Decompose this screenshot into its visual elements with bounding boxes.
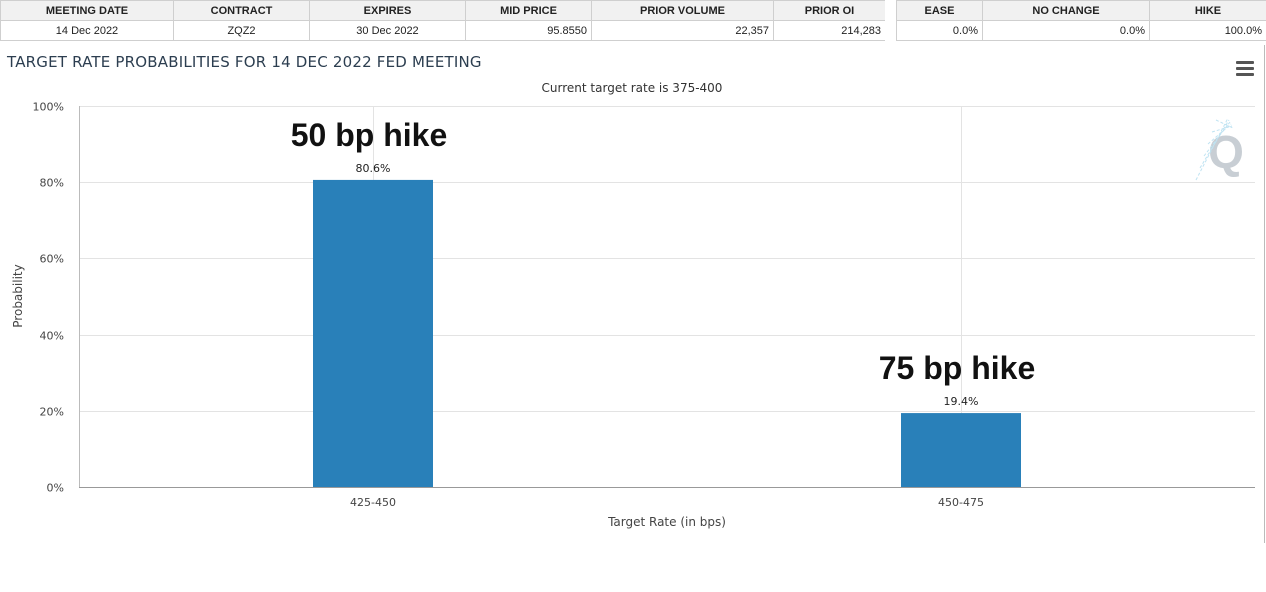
cell-contract: ZQZ2 (173, 20, 310, 41)
cell-hike: 100.0% (1149, 20, 1266, 41)
cell-no-change: 0.0% (982, 20, 1150, 41)
contract-table-row: 14 Dec 2022 ZQZ2 30 Dec 2022 95.8550 22,… (0, 20, 886, 41)
header-hike: HIKE (1149, 0, 1266, 21)
cell-expires: 30 Dec 2022 (309, 20, 466, 41)
annotations: 50 bp hike 75 bp hike (291, 117, 1036, 386)
cell-meeting-date: 14 Dec 2022 (0, 20, 174, 41)
data-label: 19.4% (944, 395, 979, 408)
annotation-text: 50 bp hike (291, 117, 448, 153)
watermark-streak (1215, 119, 1234, 129)
bars (313, 179, 1021, 487)
probability-table-row: 0.0% 0.0% 100.0% (896, 20, 1266, 41)
cell-prior-oi: 214,283 (773, 20, 886, 41)
probability-table: EASE NO CHANGE HIKE 0.0% 0.0% 100.0% (896, 0, 1266, 41)
x-tick-label: 425-450 (350, 496, 396, 509)
header-ease: EASE (896, 0, 983, 21)
header-contract: CONTRACT (173, 0, 310, 21)
probability-table-header-row: EASE NO CHANGE HIKE (896, 0, 1266, 21)
header-prior-volume: PRIOR VOLUME (591, 0, 774, 21)
annotation-text: 75 bp hike (879, 350, 1036, 386)
table-separator (885, 0, 896, 44)
y-tick-label: 60% (40, 253, 64, 266)
watermark-streak (1211, 125, 1233, 133)
header-no-change: NO CHANGE (982, 0, 1150, 21)
y-tick-label: 80% (40, 177, 64, 190)
bar (901, 413, 1021, 487)
gridlines (79, 106, 1255, 488)
y-axis-title: Probability (11, 264, 25, 327)
watermark-streak (1195, 117, 1229, 181)
watermark-logo: Q (1195, 117, 1244, 181)
bar (313, 179, 433, 487)
chart-container (0, 45, 1265, 543)
hamburger-menu-icon[interactable] (1236, 61, 1254, 76)
data-label: 80.6% (356, 162, 391, 175)
cell-prior-volume: 22,357 (591, 20, 774, 41)
header-meeting-date: MEETING DATE (0, 0, 174, 21)
x-axis-ticks: 425-450 450-475 (350, 496, 984, 509)
x-axis-title: Target Rate (in bps) (607, 515, 726, 529)
x-tick-label: 450-475 (938, 496, 984, 509)
header-prior-oi: PRIOR OI (773, 0, 886, 21)
chart-subtitle: Current target rate is 375-400 (542, 81, 723, 95)
contract-table-header-row: MEETING DATE CONTRACT EXPIRES MID PRICE … (0, 0, 886, 21)
y-axis-ticks: 0% 20% 40% 60% 80% 100% (33, 101, 64, 495)
watermark-letter: Q (1208, 126, 1244, 178)
cell-mid-price: 95.8550 (465, 20, 592, 41)
data-labels: 80.6% 19.4% (356, 162, 979, 408)
chart-title: TARGET RATE PROBABILITIES FOR 14 DEC 202… (7, 53, 482, 71)
y-tick-label: 100% (33, 101, 64, 114)
cell-ease: 0.0% (896, 20, 983, 41)
contract-table: MEETING DATE CONTRACT EXPIRES MID PRICE … (0, 0, 886, 41)
y-tick-label: 20% (40, 406, 64, 419)
watermark-streak (1203, 121, 1231, 157)
y-tick-label: 40% (40, 330, 64, 343)
header-expires: EXPIRES (309, 0, 466, 21)
y-tick-label: 0% (47, 482, 64, 495)
